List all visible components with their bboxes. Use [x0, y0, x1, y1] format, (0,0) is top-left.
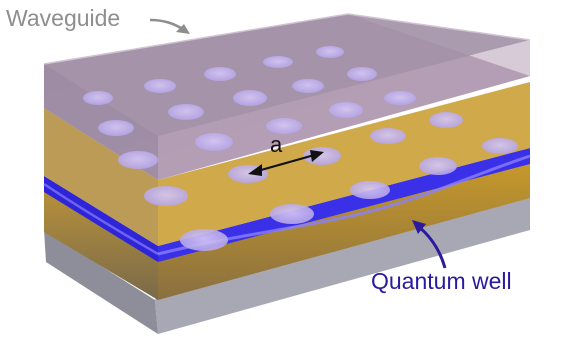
air-hole: [195, 133, 233, 151]
air-hole: [329, 102, 363, 118]
lattice-constant-arrow: [248, 150, 324, 176]
quantum-well-label: Quantum well: [371, 268, 512, 294]
air-hole: [266, 118, 302, 134]
air-hole: [204, 67, 236, 81]
air-hole: [144, 186, 188, 206]
lower-cladding-layer: [44, 158, 530, 300]
air-hole: [482, 138, 518, 154]
air-hole-lattice: [83, 46, 518, 251]
quantum-well-pointer-arrow: [412, 220, 447, 269]
air-hole: [384, 91, 416, 105]
air-hole: [98, 120, 134, 136]
waveguide-pointer-arrow: [149, 18, 190, 34]
air-hole: [118, 151, 158, 169]
air-hole: [292, 79, 324, 93]
waveguide-label: Waveguide: [6, 5, 121, 31]
air-hole: [370, 128, 406, 144]
air-hole: [419, 157, 457, 175]
air-hole: [429, 112, 463, 128]
quantum-well-layer: [43, 148, 531, 262]
air-hole: [83, 91, 113, 105]
air-hole: [144, 79, 176, 93]
air-hole: [168, 104, 204, 120]
air-hole: [180, 229, 228, 251]
air-hole: [316, 46, 344, 58]
lattice-constant-label: a: [270, 132, 283, 157]
air-hole: [347, 67, 377, 81]
air-hole: [350, 181, 390, 199]
air-hole: [233, 90, 267, 106]
air-hole: [270, 204, 314, 224]
air-hole: [263, 56, 293, 68]
